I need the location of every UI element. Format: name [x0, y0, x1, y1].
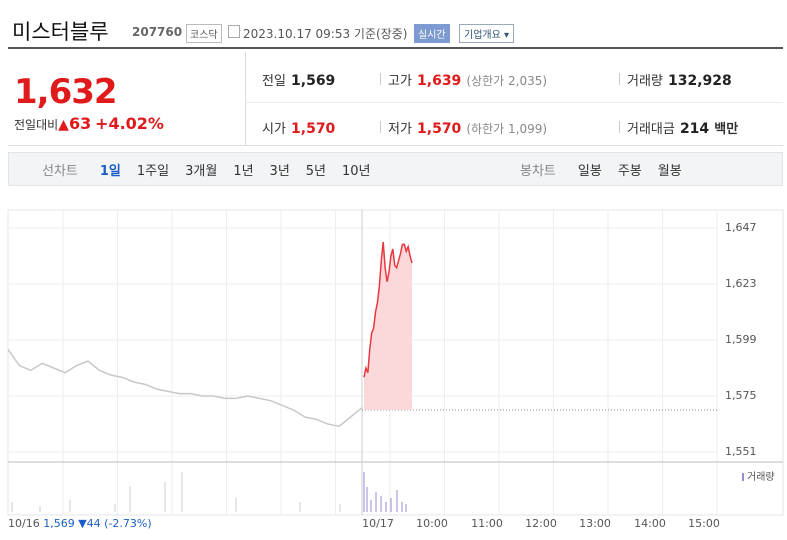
change: 63 — [68, 114, 92, 133]
calendar-icon — [228, 25, 240, 38]
tab[interactable]: 10년 — [342, 164, 371, 179]
overview-button[interactable]: 기업개요 ▾ — [459, 24, 515, 43]
tab-label: 봉차트 — [520, 164, 556, 179]
separator — [380, 73, 381, 85]
today-area — [364, 242, 412, 410]
stat-label: 시가 — [262, 122, 286, 137]
stat-extra: (하한가 1,099) — [466, 122, 548, 136]
change-pct: +4.02% — [95, 114, 164, 133]
x-tick-label: 11:00 — [471, 517, 503, 530]
stat: 거래대금 214 백만 — [627, 118, 738, 137]
tab[interactable]: 3년 — [269, 164, 290, 179]
y-tick-label: 1,599 — [725, 333, 757, 346]
prev-day-line — [7, 348, 363, 428]
stat-value: 1,639 — [417, 73, 462, 89]
x-tick-label: 10/17 — [362, 517, 394, 530]
divider — [8, 145, 783, 146]
prev-date: 10/16 — [8, 517, 40, 530]
stat: 거래량 132,928 — [627, 70, 732, 89]
stat-label: 전일 — [262, 74, 286, 89]
tab[interactable]: 일봉 — [577, 164, 602, 179]
tab-group: 봉차트 일봉 주봉 월봉 — [520, 160, 690, 179]
time: 2023.10.17 09:53 기준(장중) — [243, 27, 408, 41]
y-tick-label: 1,647 — [725, 221, 757, 234]
stat: 시가 1,570 — [262, 118, 335, 137]
realtime-badge[interactable]: 실시간 — [414, 24, 450, 43]
stat-value: 214 — [679, 121, 710, 137]
separator — [380, 121, 381, 133]
divider — [245, 52, 246, 145]
tab[interactable]: 1년 — [233, 164, 254, 179]
prev-pct: (-2.73%) — [104, 517, 152, 530]
x-tick-label: 12:00 — [525, 517, 557, 530]
overview-text: 기업개요 — [464, 30, 501, 41]
x-tick-label: 10:00 — [416, 517, 448, 530]
tab[interactable]: 1일 — [99, 164, 121, 179]
prev-change: 44 — [87, 517, 101, 530]
stat-value: 1,569 — [291, 73, 336, 89]
stat-value: 1,570 — [291, 121, 336, 137]
y-tick-label: 1,575 — [725, 389, 757, 402]
stat-extra: (상한가 2,035) — [466, 74, 548, 88]
stock-code: 207760 — [132, 25, 183, 39]
stat: 전일 1,569 — [262, 70, 335, 89]
stat-unit: 백만 — [714, 122, 739, 137]
tab[interactable]: 주봉 — [617, 164, 642, 179]
stock-name: 미스터블루 — [12, 20, 109, 44]
stat-label: 고가 — [388, 74, 412, 89]
separator — [619, 73, 620, 85]
header-rule — [8, 47, 783, 49]
stat-label: 거래량 — [627, 74, 663, 89]
x-tick-label: 15:00 — [688, 517, 720, 530]
tab[interactable]: 3개월 — [185, 164, 218, 179]
change-label: 전일대비 — [14, 118, 59, 132]
today-line — [363, 241, 413, 378]
tab-bar — [8, 152, 783, 186]
stat-value: 132,928 — [667, 73, 732, 89]
tab-group: 선차트 1일 1주일 3개월 1년 3년 5년 10년 — [42, 160, 379, 179]
up-arrow: ▲ — [58, 117, 69, 133]
stat: 저가 1,570 (하한가 1,099) — [388, 118, 547, 137]
tab-label: 선차트 — [42, 164, 78, 179]
stat-label: 거래대금 — [627, 122, 675, 137]
tab[interactable]: 5년 — [305, 164, 327, 179]
current-price: 1,632 — [14, 72, 118, 112]
tab[interactable]: 월봉 — [657, 164, 682, 179]
tab[interactable]: 1주일 — [136, 164, 170, 179]
change-row: 전일대비▲63 +4.02% — [14, 114, 164, 133]
x-tick-label: 14:00 — [634, 517, 666, 530]
divider — [246, 102, 783, 103]
stat: 고가 1,639 (상한가 2,035) — [388, 70, 547, 89]
separator — [619, 121, 620, 133]
prev-info: 10/16 1,569 ▼44 (-2.73%) — [8, 517, 152, 530]
legend-swatch — [742, 473, 744, 481]
legend: 거래량 — [747, 471, 775, 483]
x-tick-label: 13:00 — [579, 517, 611, 530]
stat-label: 저가 — [388, 122, 412, 137]
plot-frame — [7, 209, 784, 516]
prev-close: 1,569 — [43, 517, 75, 530]
market-badge: 코스닥 — [186, 24, 222, 43]
y-tick-label: 1,551 — [725, 445, 757, 458]
spacer: ▼ — [75, 517, 87, 530]
y-tick-label: 1,623 — [725, 277, 757, 290]
stat-value: 1,570 — [417, 121, 462, 137]
